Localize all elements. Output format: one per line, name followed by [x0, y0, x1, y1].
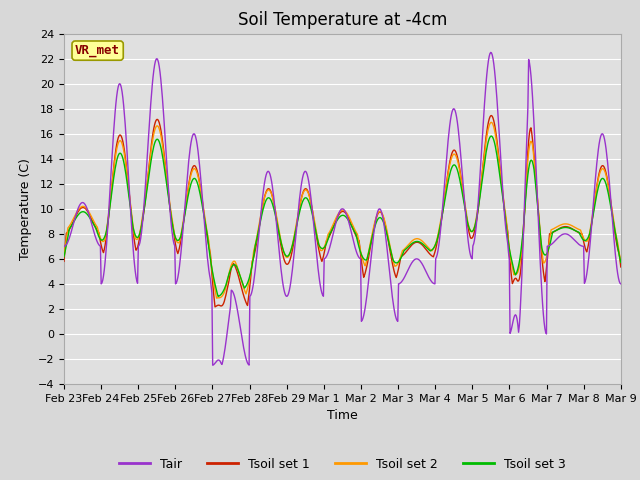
Title: Soil Temperature at -4cm: Soil Temperature at -4cm: [237, 11, 447, 29]
Legend: Tair, Tsoil set 1, Tsoil set 2, Tsoil set 3: Tair, Tsoil set 1, Tsoil set 2, Tsoil se…: [114, 453, 571, 476]
X-axis label: Time: Time: [327, 409, 358, 422]
Y-axis label: Temperature (C): Temperature (C): [19, 158, 32, 260]
Text: VR_met: VR_met: [75, 44, 120, 57]
